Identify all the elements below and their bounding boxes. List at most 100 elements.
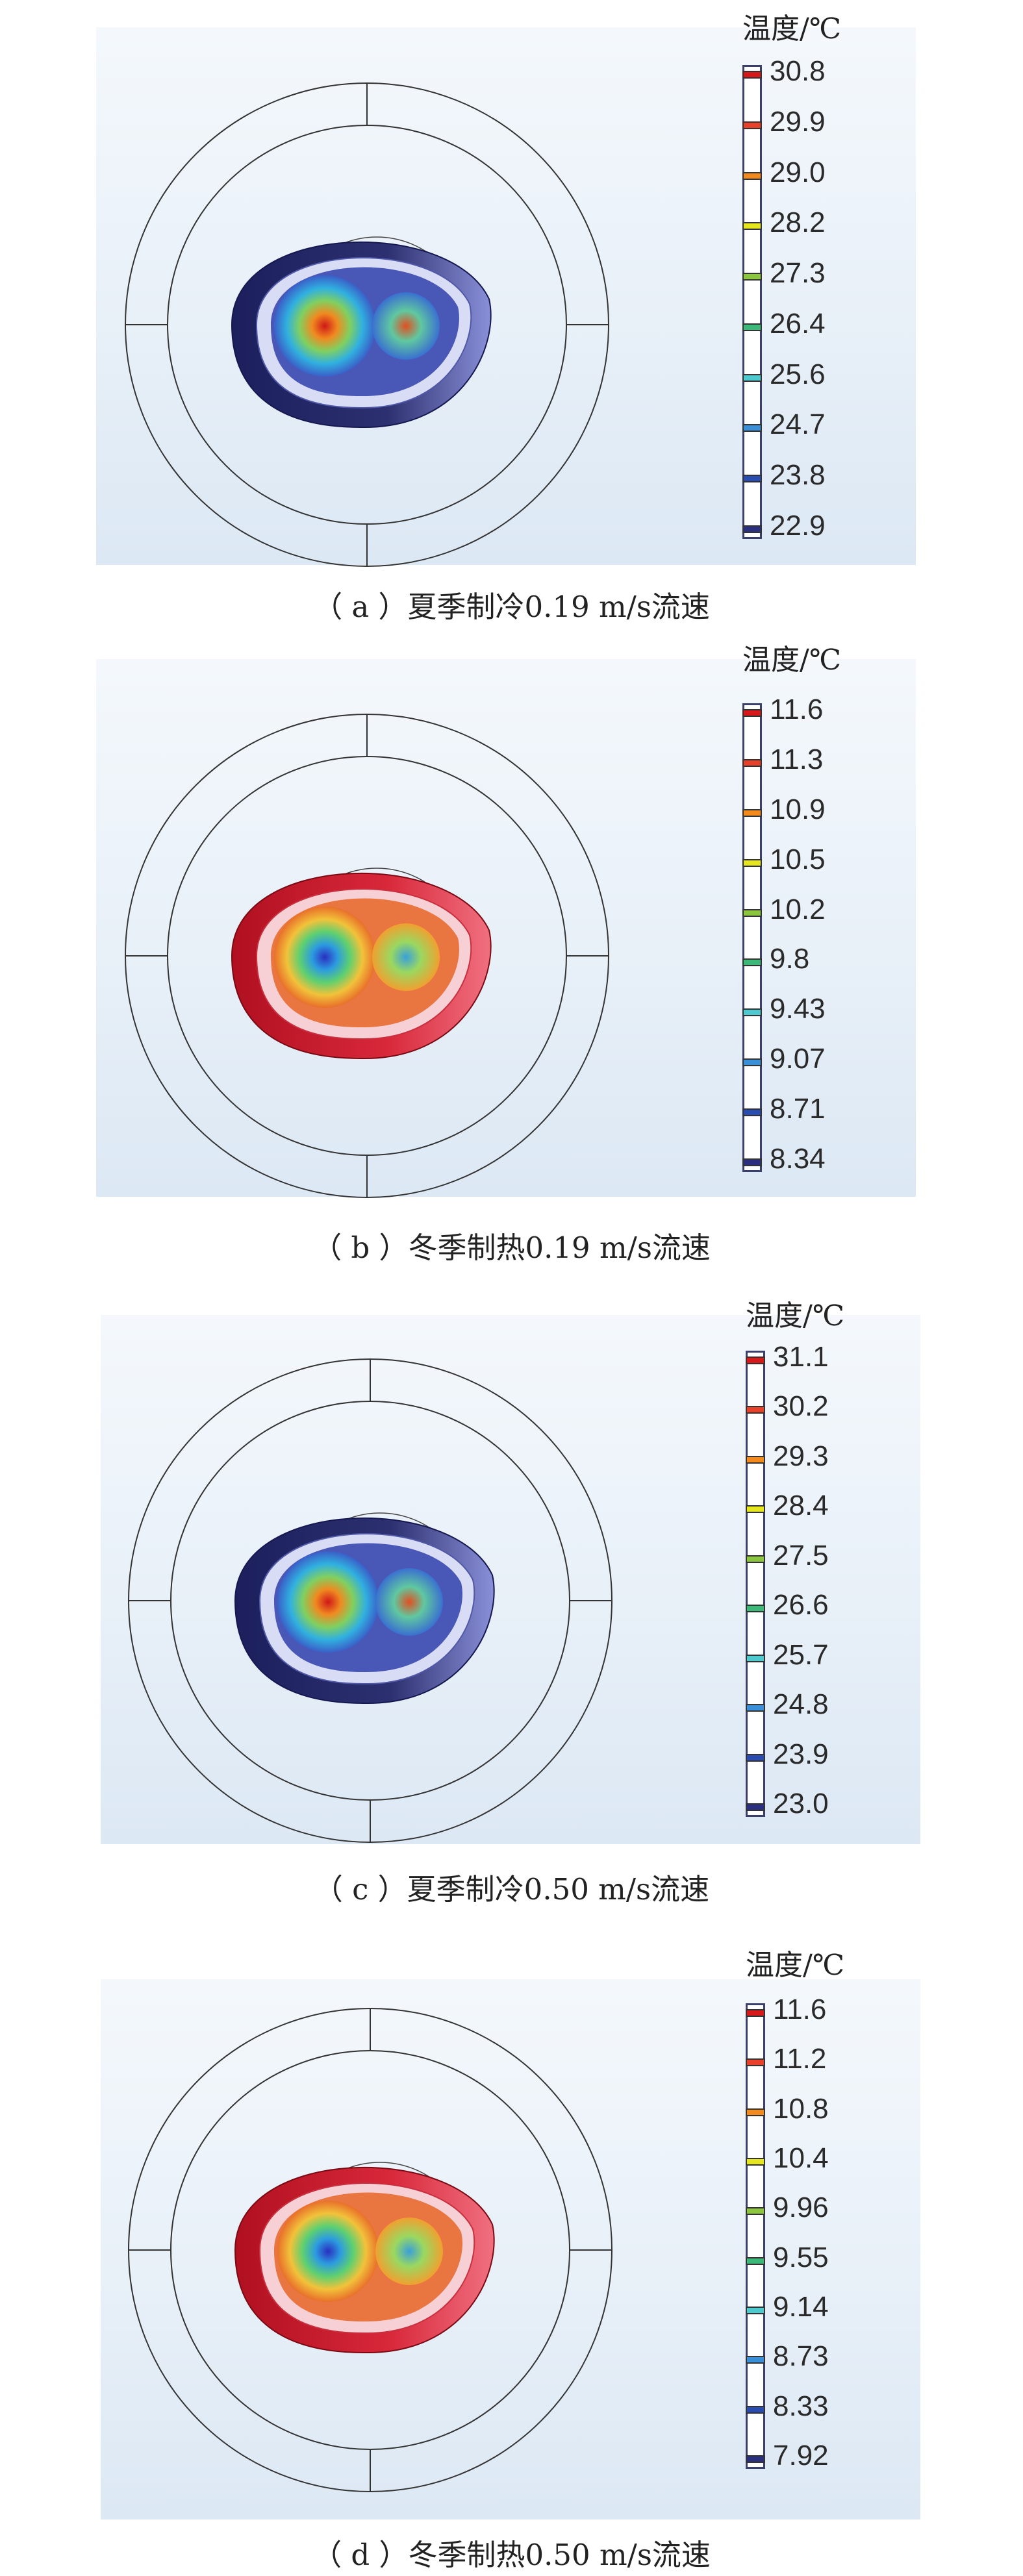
pipe-spot-large [277, 1551, 379, 1653]
colorbar-tick [746, 1406, 765, 1414]
colorbar-b [742, 703, 762, 1172]
colorbar-tick [742, 1108, 762, 1117]
colorbar-tick-label: 31.1 [773, 1341, 829, 1373]
colorbar-title-d: 温度/℃ [746, 1949, 845, 1982]
colorbar-tick [742, 808, 762, 817]
colorbar-tick-label: 11.6 [770, 694, 824, 725]
temperature-field-c [128, 1358, 613, 1843]
colorbar-tick [742, 758, 762, 767]
colorbar-tick-label: 27.5 [773, 1539, 829, 1571]
colorbar-tick-label: 10.8 [773, 2092, 829, 2125]
plot-area-a [96, 27, 916, 565]
colorbar-tick [746, 2405, 765, 2414]
colorbar-tick-label: 24.8 [773, 1688, 829, 1721]
colorbar-tick-label: 23.0 [773, 1788, 829, 1819]
colorbar-tick [746, 1357, 765, 1364]
colorbar-tick [746, 1704, 765, 1712]
colorbar-tick [746, 2058, 765, 2067]
colorbar-tick-label: 22.9 [770, 510, 826, 542]
pipe-spot-large [274, 275, 375, 377]
colorbar-tick [746, 1605, 765, 1613]
colorbar-tick [742, 373, 762, 382]
colorbar-tick-label: 28.4 [773, 1490, 829, 1522]
colorbar-tick-label: 9.43 [770, 993, 826, 1025]
colorbar-tick [742, 171, 762, 180]
colorbar-tick-label: 7.92 [773, 2440, 829, 2471]
colorbar-tick-label: 8.33 [773, 2390, 829, 2422]
colorbar-tick [746, 2455, 765, 2463]
temperature-field-a [125, 82, 609, 567]
pipe-spot-small [375, 2218, 443, 2285]
colorbar-tick-label: 8.34 [770, 1143, 826, 1175]
colorbar-tick-label: 11.6 [773, 1994, 827, 2025]
pipe-spot-small [372, 292, 440, 360]
colorbar-tick [746, 1505, 765, 1514]
colorbar-tick [742, 121, 762, 129]
colorbar-tick-label: 27.3 [770, 257, 826, 290]
colorbar-tick [746, 1555, 765, 1563]
plot-area-c [101, 1315, 920, 1844]
colorbar-c [746, 1351, 765, 1817]
colorbar-tick [742, 475, 762, 483]
colorbar-tick [742, 709, 762, 717]
colorbar-a [742, 65, 762, 539]
colorbar-d [746, 2003, 765, 2469]
caption-d: （ d ）冬季制热0.50 m/s流速 [312, 2538, 711, 2572]
colorbar-tick-label: 8.71 [770, 1093, 826, 1125]
colorbar-tick-label: 28.2 [770, 206, 826, 239]
colorbar-tick-label: 10.9 [770, 793, 826, 825]
colorbar-tick-label: 9.14 [773, 2291, 829, 2323]
colorbar-tick-label: 9.07 [770, 1043, 826, 1075]
colorbar-tick-label: 29.9 [770, 105, 826, 138]
colorbar-tick [742, 908, 762, 917]
colorbar-tick [742, 222, 762, 231]
caption-b: （ b ）冬季制热0.19 m/s流速 [312, 1231, 711, 1265]
colorbar-tick [742, 424, 762, 432]
colorbar-tick [746, 2108, 765, 2116]
colorbar-tick-label: 9.55 [773, 2241, 829, 2273]
colorbar-tick [746, 1455, 765, 1464]
colorbar-tick-label: 23.8 [770, 459, 826, 492]
colorbar-tick-label: 11.2 [773, 2043, 827, 2075]
colorbar-title-b: 温度/℃ [742, 644, 842, 677]
panel-d: 温度/℃ （ d ）冬季制热0.50 m/s流速 11.6 11.2 10.8 10.… [0, 1922, 1023, 2576]
colorbar-tick-label: 30.2 [773, 1390, 829, 1423]
colorbar-tick [746, 2356, 765, 2364]
plot-area-b [96, 659, 916, 1197]
colorbar-tick [742, 1058, 762, 1067]
colorbar-tick [742, 323, 762, 331]
colorbar-tick-label: 23.9 [773, 1738, 829, 1770]
colorbar-tick-label: 25.7 [773, 1638, 829, 1671]
colorbar-tick-label: 24.7 [770, 408, 826, 441]
temperature-field-d [128, 2008, 613, 2492]
caption-c: （ c ）夏季制冷0.50 m/s流速 [313, 1872, 710, 1907]
colorbar-tick [746, 2307, 765, 2314]
colorbar-tick [742, 958, 762, 967]
colorbar-tick [742, 525, 762, 533]
colorbar-tick [746, 2257, 765, 2265]
colorbar-tick-label: 11.3 [770, 743, 824, 775]
colorbar-tick [746, 1803, 765, 1811]
colorbar-tick [746, 2207, 765, 2216]
colorbar-tick-label: 30.8 [770, 55, 826, 87]
colorbar-tick-label: 10.5 [770, 843, 826, 875]
temperature-field-b [125, 714, 609, 1198]
colorbar-tick [746, 2009, 765, 2017]
colorbar-title-c: 温度/℃ [746, 1299, 845, 1332]
pipe-spot-large [277, 2201, 379, 2302]
pipe-spot-small [372, 923, 440, 991]
colorbar-tick [742, 1008, 762, 1017]
colorbar-tick-label: 10.2 [770, 893, 826, 925]
colorbar-tick-label: 9.8 [770, 943, 810, 975]
colorbar-tick [746, 1654, 765, 1662]
panel-a: 温度/℃ （ a ）夏季制冷0.19 m/s流速 30.8 29.9 29.0 28.… [0, 0, 1023, 633]
colorbar-tick-label: 8.73 [773, 2340, 829, 2373]
caption-a: （ a ）夏季制冷0.19 m/s流速 [313, 590, 710, 624]
colorbar-tick [742, 273, 762, 281]
panel-b: 温度/℃ （ b ）冬季制热0.19 m/s流速 11.6 11.3 10.9 10.… [0, 633, 1023, 1276]
colorbar-tick [746, 1753, 765, 1762]
pipe-spot-small [375, 1568, 443, 1636]
colorbar-tick [746, 2158, 765, 2166]
colorbar-tick [742, 1158, 762, 1166]
colorbar-tick [742, 858, 762, 867]
